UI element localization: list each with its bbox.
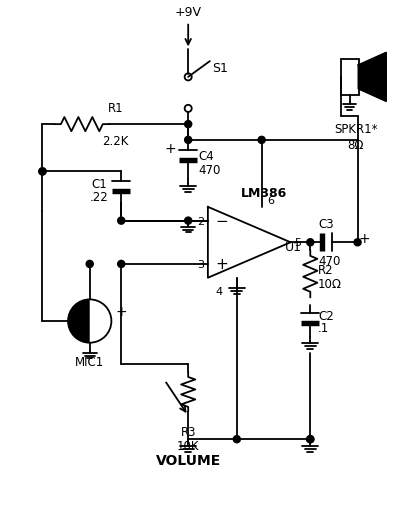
Text: −: − xyxy=(216,214,228,229)
Circle shape xyxy=(233,436,240,443)
Text: 2: 2 xyxy=(197,216,204,226)
Text: +9V: +9V xyxy=(175,6,202,19)
Bar xyxy=(341,60,358,95)
Circle shape xyxy=(185,137,192,144)
Text: C2: C2 xyxy=(318,310,334,323)
Text: C1: C1 xyxy=(92,177,108,190)
Text: +: + xyxy=(165,141,176,156)
Text: C3: C3 xyxy=(318,218,334,231)
Text: 10K: 10K xyxy=(177,439,200,452)
Text: LM386: LM386 xyxy=(240,186,287,199)
Circle shape xyxy=(354,239,361,246)
Polygon shape xyxy=(68,300,90,343)
Circle shape xyxy=(307,436,314,443)
Circle shape xyxy=(258,137,265,144)
Circle shape xyxy=(118,261,125,268)
Text: 2.2K: 2.2K xyxy=(102,135,128,147)
Text: .1: .1 xyxy=(318,321,330,334)
Text: SPKR1*: SPKR1* xyxy=(334,123,377,136)
Circle shape xyxy=(86,261,93,268)
Circle shape xyxy=(118,218,125,225)
Text: 470: 470 xyxy=(318,255,340,268)
Text: R2: R2 xyxy=(318,264,334,277)
Text: +: + xyxy=(359,232,370,246)
Text: S1: S1 xyxy=(212,62,228,74)
Text: C4: C4 xyxy=(198,150,214,163)
Text: 4: 4 xyxy=(216,286,223,296)
Circle shape xyxy=(39,169,46,176)
Text: U1: U1 xyxy=(285,240,302,253)
Text: +: + xyxy=(216,257,228,272)
Circle shape xyxy=(307,239,314,246)
Text: 470: 470 xyxy=(198,164,220,177)
Text: R3: R3 xyxy=(180,426,196,438)
Text: 6: 6 xyxy=(267,195,274,206)
Text: +: + xyxy=(115,305,127,319)
Text: R1: R1 xyxy=(108,102,123,115)
Text: 3: 3 xyxy=(197,260,204,269)
Polygon shape xyxy=(358,54,386,102)
Circle shape xyxy=(185,218,192,225)
Text: MIC1: MIC1 xyxy=(75,355,104,368)
Text: .22: .22 xyxy=(90,191,109,204)
Text: 8Ω: 8Ω xyxy=(347,139,364,151)
Circle shape xyxy=(39,169,46,176)
Text: 5: 5 xyxy=(294,238,302,248)
Circle shape xyxy=(307,436,314,443)
Text: 10Ω: 10Ω xyxy=(318,278,342,290)
Circle shape xyxy=(185,121,192,128)
Text: VOLUME: VOLUME xyxy=(156,453,221,467)
